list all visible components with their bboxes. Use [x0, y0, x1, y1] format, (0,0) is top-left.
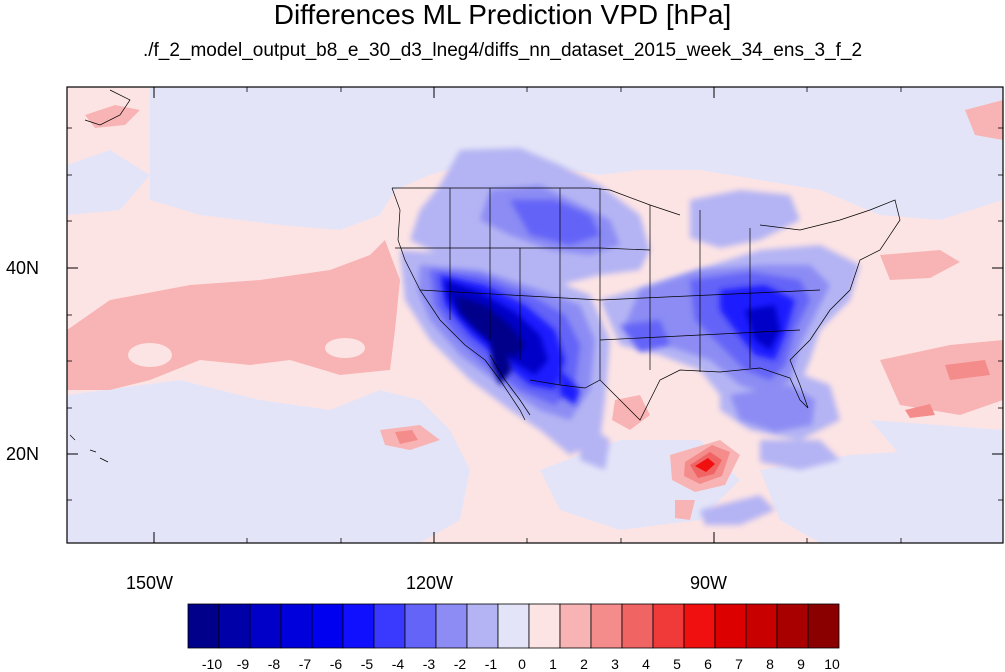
colorbar-swatch [280, 603, 313, 649]
colorbar-swatch [466, 603, 499, 649]
lat-label-40n: 40N [6, 258, 40, 278]
colorbar-tick-label: -3 [422, 656, 436, 672]
lat-label-20n: 20N [6, 444, 40, 464]
colorbar-tick-label: -4 [391, 656, 405, 672]
colorbar-tick-label: -2 [453, 656, 467, 672]
colorbar-tick-label: 0 [518, 656, 526, 672]
colorbar-swatch [714, 603, 747, 649]
colorbar-tick-label: 7 [735, 656, 743, 672]
colorbar-tick-label: 10 [824, 656, 840, 672]
axis-ticks [67, 87, 1003, 543]
colorbar-tick-label: -9 [236, 656, 250, 672]
colorbar-tick-label: -10 [201, 656, 223, 672]
colorbar-swatch [652, 603, 685, 649]
lon-label-150w: 150W [126, 573, 174, 593]
colorbar-swatch [807, 603, 840, 649]
colorbar-swatch [404, 603, 437, 649]
colorbar-swatch [249, 603, 282, 649]
colorbar-tick-label: 1 [549, 656, 557, 672]
colorbar-tick-label: 6 [704, 656, 712, 672]
colorbar-tick-label: 8 [766, 656, 774, 672]
colorbar-tick-label: 4 [642, 656, 650, 672]
colorbar-swatch [373, 603, 406, 649]
lon-label-120w: 120W [406, 573, 454, 593]
colorbar-tick-label: -5 [360, 656, 374, 672]
field-neg1 [67, 87, 1003, 543]
colorbar-swatch [342, 603, 375, 649]
colorbar-tick-label: 5 [673, 656, 681, 672]
colorbar-swatch [528, 603, 561, 649]
colorbar-tick-label: -6 [329, 656, 343, 672]
colorbar-swatch [776, 603, 809, 649]
colorbar-tick-label: 2 [580, 656, 588, 672]
colorbar-swatch [311, 603, 344, 649]
colorbar-swatch [187, 603, 220, 649]
colorbar-swatch [218, 603, 251, 649]
colorbar-swatch [497, 603, 530, 649]
colorbar-swatch [590, 603, 623, 649]
colorbar-tick-label: -1 [484, 656, 498, 672]
lon-label-90w: 90W [690, 573, 728, 593]
map-subtitle: ./f_2_model_output_b8_e_30_d3_lneg4/diff… [142, 40, 863, 61]
colorbar-swatch [683, 603, 716, 649]
colorbar-tick-label: 3 [611, 656, 619, 672]
coastlines-and-borders [69, 89, 901, 463]
colorbar-tick-label: 9 [797, 656, 805, 672]
colorbar [187, 603, 840, 649]
colorbar-swatch [559, 603, 592, 649]
colorbar-swatch [621, 603, 654, 649]
colorbar-tick-label: -8 [267, 656, 281, 672]
colorbar-swatch [745, 603, 778, 649]
colorbar-swatch [435, 603, 468, 649]
map-title: Differences ML Prediction VPD [hPa] [273, 0, 732, 30]
colorbar-tick-label: -7 [298, 656, 312, 672]
field-pos-strong [395, 360, 990, 484]
difference-field [67, 87, 1003, 543]
